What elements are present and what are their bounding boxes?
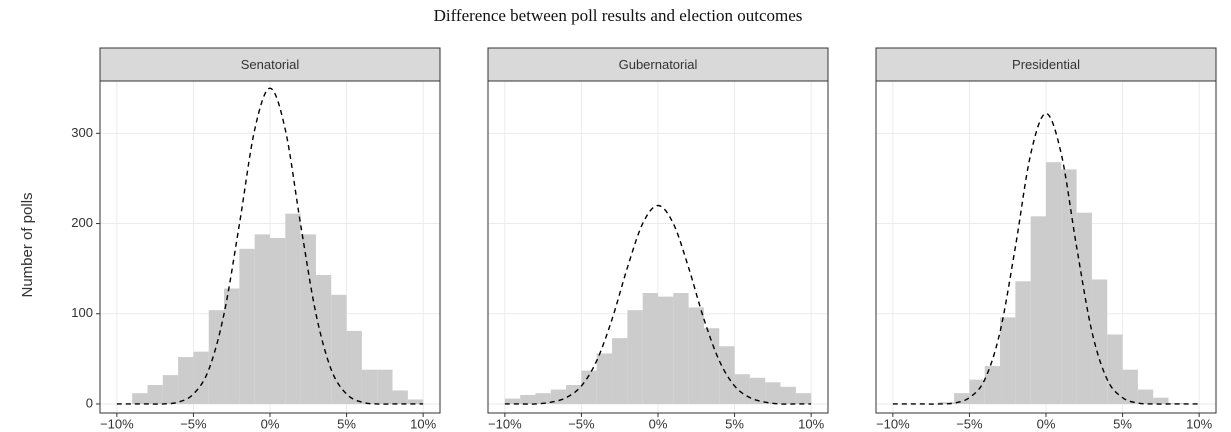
- bar: [132, 393, 148, 404]
- x-tick-label: −5%: [956, 416, 983, 431]
- bar: [581, 370, 597, 404]
- x-tick-label: −10%: [100, 416, 134, 431]
- bar: [749, 377, 766, 404]
- bar: [407, 399, 424, 404]
- y-tick-label: 300: [71, 125, 93, 140]
- bar: [1122, 369, 1138, 404]
- x-tick-label: −10%: [876, 416, 910, 431]
- bar: [969, 379, 985, 404]
- x-tick-label: 10%: [410, 416, 436, 431]
- bar: [270, 237, 286, 404]
- facet-strip: [99, 47, 441, 82]
- x-tick-label: 5%: [1113, 416, 1132, 431]
- x-tick-label: 10%: [1186, 416, 1212, 431]
- bar: [300, 234, 316, 404]
- bar: [658, 296, 674, 404]
- bar: [703, 328, 720, 404]
- bar: [1137, 389, 1154, 404]
- bar: [1061, 169, 1077, 404]
- x-tick-label: −5%: [180, 416, 207, 431]
- bar: [1076, 212, 1092, 404]
- bar: [938, 402, 955, 404]
- bar: [346, 330, 362, 404]
- x-tick-label: 0%: [649, 416, 668, 431]
- x-tick-label: −5%: [568, 416, 595, 431]
- x-tick-label: 0%: [261, 416, 280, 431]
- bar: [147, 385, 163, 404]
- facet-label: Gubernatorial: [619, 57, 698, 72]
- bar: [627, 310, 643, 404]
- bar: [392, 390, 408, 404]
- bar: [1107, 334, 1123, 404]
- y-tick-label: 0: [86, 395, 93, 410]
- bar: [535, 393, 551, 404]
- bar: [239, 248, 255, 404]
- chart-title: Difference between poll results and elec…: [434, 6, 803, 25]
- y-tick-label: 200: [71, 215, 93, 230]
- bar: [377, 369, 393, 404]
- panel-border: [99, 80, 441, 414]
- bar: [1046, 162, 1062, 404]
- bar: [520, 394, 536, 404]
- bar: [1153, 397, 1169, 404]
- bar: [254, 234, 270, 404]
- bar: [162, 375, 179, 404]
- bar: [315, 274, 332, 404]
- bar: [765, 382, 781, 404]
- facet-strip: [875, 47, 1217, 82]
- bar: [688, 307, 704, 404]
- bar: [285, 213, 301, 404]
- panel-border: [487, 80, 829, 414]
- bar: [361, 369, 378, 404]
- bar: [954, 393, 970, 404]
- x-tick-label: −10%: [488, 416, 522, 431]
- bar: [673, 293, 689, 404]
- x-tick-label: 5%: [337, 416, 356, 431]
- x-tick-label: 10%: [798, 416, 824, 431]
- y-axis-label: Number of polls: [19, 192, 36, 297]
- bar: [596, 353, 613, 404]
- bar: [1030, 216, 1046, 404]
- bar: [984, 366, 1001, 404]
- density-curve: [504, 204, 812, 405]
- panel-border: [875, 80, 1217, 414]
- bar: [193, 351, 209, 404]
- bar: [331, 294, 347, 404]
- facet-strip: [487, 47, 829, 82]
- bar: [1000, 317, 1016, 404]
- bar: [780, 386, 796, 404]
- facet-label: Presidential: [1012, 57, 1080, 72]
- bar: [550, 389, 567, 404]
- bar: [504, 398, 521, 404]
- bar: [566, 385, 582, 404]
- bar: [612, 338, 628, 404]
- bar: [795, 393, 812, 404]
- x-tick-label: 5%: [725, 416, 744, 431]
- bar: [719, 346, 735, 404]
- x-tick-label: 0%: [1037, 416, 1056, 431]
- y-tick-label: 100: [71, 305, 93, 320]
- bar: [642, 293, 658, 404]
- bar: [178, 357, 194, 404]
- bar: [224, 288, 240, 404]
- bar: [1015, 281, 1031, 404]
- facet-label: Senatorial: [241, 57, 300, 72]
- bar: [1091, 279, 1108, 404]
- bar: [734, 374, 750, 404]
- density-curve: [116, 87, 424, 405]
